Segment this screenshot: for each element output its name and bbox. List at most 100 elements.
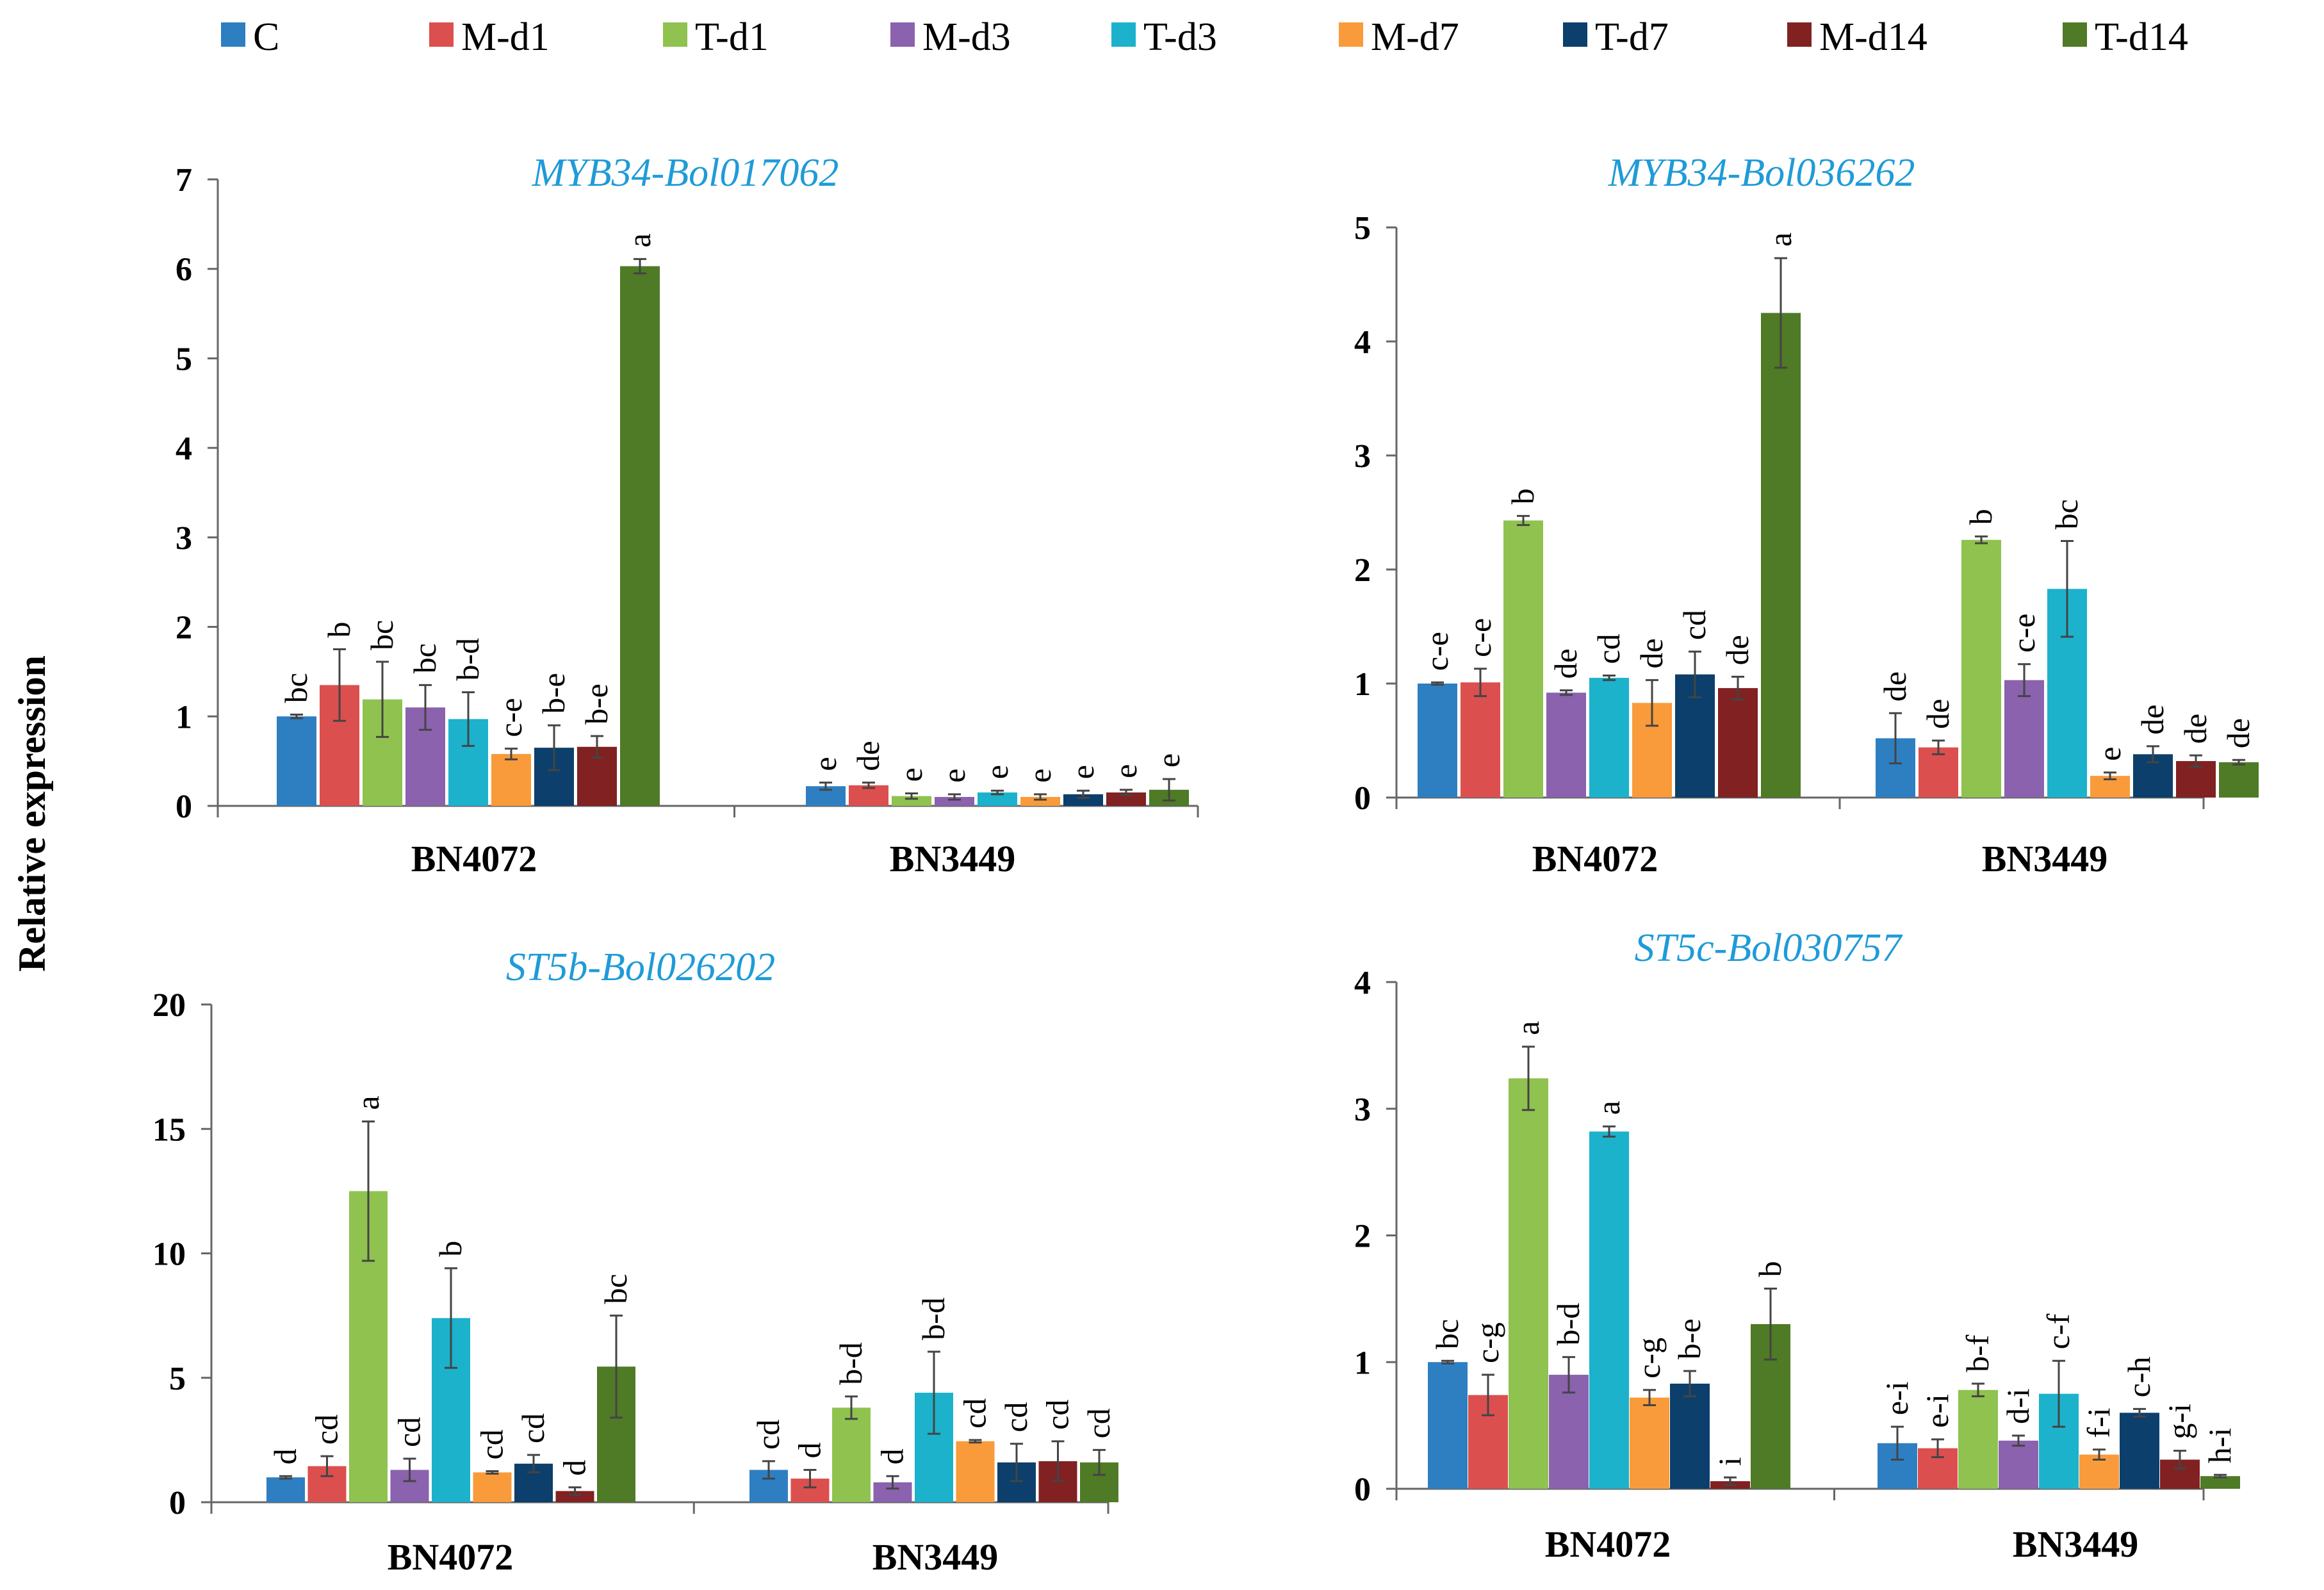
significance-letter: cd [1676,610,1712,640]
significance-letter: cd [515,1413,551,1443]
y-tick-label: 0 [1354,780,1371,817]
significance-letter: e [979,765,1015,779]
category-label-bn4072: BN4072 [1545,1523,1671,1565]
category-label-bn3449: BN3449 [1982,838,2108,880]
bar-bn4072-t-d3 [1589,1131,1629,1489]
legend-label-c: C [253,15,279,59]
significance-letter: cd [998,1402,1034,1432]
y-tick-label: 0 [1354,1471,1371,1508]
significance-letter: c-e [493,698,528,737]
significance-letter: e [1108,764,1143,778]
legend-swatch-t-d3 [1111,22,1136,47]
bar-bn3449-m-d3 [935,797,974,806]
legend-swatch-t-d14 [2063,22,2087,47]
significance-letter: c-e [1419,632,1455,671]
legend-swatch-t-d7 [1563,22,1587,47]
significance-letter: b [1963,509,1999,525]
significance-letter: de [1548,648,1583,678]
significance-letter: e [893,767,929,782]
y-axis-label: Relative expression [11,655,53,972]
bar-bn4072-t-d3 [1589,678,1629,798]
bar-bn4072-c [266,1477,305,1502]
significance-letter: c-e [2006,614,2042,653]
bar-bn4072-m-d14 [555,1491,594,1502]
y-tick-label: 20 [152,987,186,1024]
significance-letter: c-h [2121,1357,2157,1398]
significance-letter: d [874,1448,910,1464]
bar-bn3449-t-d7 [2120,1413,2159,1489]
legend-swatch-t-d1 [663,22,687,47]
significance-letter: a [621,233,657,247]
significance-letter: cd [391,1417,427,1447]
significance-letter: cd [1591,634,1626,664]
significance-letter: e [936,769,972,783]
significance-letter: b-e [1671,1318,1707,1359]
significance-letter: de [2220,718,2256,748]
significance-letter: e [807,757,843,771]
significance-letter: de [1877,671,1913,701]
significance-letter: bc [364,620,400,650]
significance-letter: cd [309,1414,345,1445]
category-label-bn3449: BN3449 [890,838,1016,880]
significance-letter: a [1591,1101,1626,1115]
significance-letter: b-d [450,638,486,681]
bar-bn3449-t-d7 [1063,794,1103,806]
legend-label-t-d3: T-d3 [1143,15,1217,59]
legend-label-m-d14: M-d14 [1819,15,1927,59]
significance-letter: b [1752,1261,1788,1277]
y-tick-label: 1 [1354,1345,1371,1381]
significance-letter: de [1633,638,1669,668]
bar-bn3449-m-d3 [1999,1440,2038,1489]
bar-bn4072-m-d3 [1549,1375,1589,1489]
legend-swatch-c [221,22,245,47]
significance-letter: de [2134,705,2170,735]
significance-letter: bc [278,673,314,703]
significance-letter: b [432,1241,468,1257]
y-tick-label: 3 [1354,438,1371,475]
bar-bn3449-t-d1 [832,1407,871,1502]
chart-title: MYB34-Bol036262 [1608,151,1915,195]
significance-letter: bc [2049,499,2084,529]
significance-letter: e [2091,747,2127,761]
significance-letter: b-e [536,673,571,714]
significance-letter: cd [1040,1400,1076,1430]
legend-label-t-d7: T-d7 [1595,15,1669,59]
bar-bn4072-m-d3 [1546,693,1586,798]
significance-letter: de [1719,635,1755,665]
y-tick-label: 1 [176,699,192,735]
legend-label-t-d1: T-d1 [695,15,769,59]
bar-bn3449-t-d14 [2219,762,2259,798]
category-label-bn3449: BN3449 [872,1536,999,1578]
bar-bn3449-t-d1 [892,796,931,806]
y-tick-label: 4 [1354,965,1371,1001]
significance-letter: cd [1081,1408,1117,1438]
significance-letter: cd [750,1420,786,1450]
bar-bn3449-m-d3 [2004,680,2044,798]
bar-bn4072-t-d14 [620,266,660,807]
significance-letter: b [1505,488,1541,504]
significance-letter: h-i [2202,1428,2238,1464]
significance-letter: bc [598,1274,634,1304]
y-tick-label: 0 [169,1485,186,1521]
legend-swatch-m-d1 [429,22,454,47]
bar-bn3449-t-d1 [1961,539,2001,798]
bar-bn3449-m-d1 [1919,747,1958,798]
bar-bn3449-t-d1 [1958,1389,1998,1489]
category-label-bn3449: BN3449 [2013,1523,2139,1565]
y-tick-label: 6 [176,252,192,288]
bar-bn3449-m-d7 [956,1441,995,1502]
significance-letter: b-d [833,1342,869,1385]
significance-letter: de [850,741,886,771]
significance-letter: a [350,1095,386,1110]
chart-title: MYB34-Bol017062 [532,151,839,195]
y-tick-label: 5 [1354,210,1371,247]
y-tick-label: 4 [1354,324,1371,361]
bar-bn4072-t-d1 [1503,520,1543,798]
bar-bn4072-t-d14 [1761,313,1801,798]
significance-letter: i [1712,1457,1747,1466]
significance-letter: g-i [2161,1404,2197,1439]
y-tick-label: 10 [152,1236,186,1273]
y-tick-label: 2 [1354,1218,1371,1255]
category-label-bn4072: BN4072 [388,1536,514,1578]
